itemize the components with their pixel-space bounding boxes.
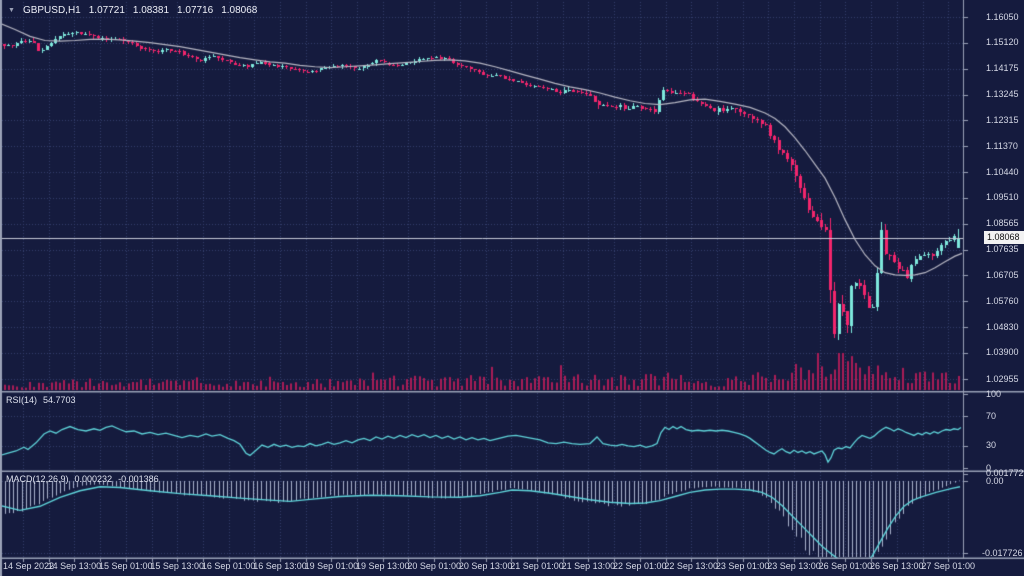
- price-axis-label: 1.09510: [986, 192, 1019, 203]
- price-axis-label: 1.12315: [986, 114, 1019, 125]
- macd-name: MACD(12,26,9): [6, 474, 69, 484]
- rsi-indicator-label: RSI(14) 54.7703: [6, 395, 76, 406]
- time-axis-label: 14 Sep 13:00: [47, 561, 102, 571]
- price-axis-label: 1.04830: [986, 321, 1019, 332]
- macd-axis-label: 0.001772: [986, 468, 1024, 479]
- time-axis-label: 21 Sep 01:00: [510, 561, 564, 571]
- time-axis-label: 15 Sep 01:00: [99, 561, 153, 571]
- price-axis-label: 1.05760: [986, 295, 1019, 306]
- macd-main-value: 0.000232: [74, 474, 113, 484]
- price-axis-label: 1.13245: [986, 89, 1019, 100]
- macd-indicator-label: MACD(12,26,9) 0.000232 -0.001386: [6, 474, 159, 485]
- time-axis-label: 22 Sep 13:00: [664, 561, 718, 571]
- price-axis-label: 1.15120: [986, 37, 1019, 48]
- time-axis-label: 23 Sep 01:00: [715, 561, 770, 571]
- price-axis-label: 1.11370: [986, 140, 1018, 151]
- time-axis-label: 21 Sep 13:00: [561, 561, 616, 571]
- macd-signal-value: -0.001386: [118, 474, 159, 484]
- price-axis-label: 1.10440: [986, 166, 1019, 177]
- price-axis-label: 1.06705: [986, 269, 1019, 280]
- price-axis-label: 1.08565: [986, 218, 1019, 229]
- time-axis[interactable]: 14 Sep 2022 14 Sep 13:00 15 Sep 01:00 15 Se…: [0, 561, 1024, 576]
- price-axis-label: 1.16050: [986, 11, 1019, 22]
- time-axis-label: 19 Sep 01:00: [304, 561, 359, 571]
- rsi-axis-label: 70: [986, 410, 997, 421]
- current-price-value: 1.08068: [987, 232, 1020, 243]
- bar-low-value: 1.07716: [177, 5, 214, 16]
- rsi-axis-label: 100: [986, 388, 1002, 399]
- time-axis-label: 26 Sep 13:00: [870, 561, 924, 571]
- rsi-axis-label: 0: [986, 462, 992, 473]
- time-axis-label: 23 Sep 13:00: [767, 561, 821, 571]
- macd-axis-label: -0.017726: [982, 547, 1023, 558]
- collapse-triangle-icon[interactable]: ▼: [8, 7, 15, 14]
- time-axis-label: 22 Sep 01:00: [613, 561, 667, 571]
- bar-open-value: 1.07721: [88, 5, 125, 16]
- bar-close-value: 1.08068: [221, 5, 258, 16]
- time-axis-label: 26 Sep 01:00: [818, 561, 873, 571]
- price-axis-label: 1.07635: [986, 244, 1019, 255]
- rsi-value: 54.7703: [43, 395, 76, 405]
- time-axis-label: 16 Sep 13:00: [253, 561, 307, 571]
- price-axis-label: 1.02955: [986, 373, 1019, 384]
- rsi-name: RSI(14): [6, 395, 38, 405]
- symbol-title: GBPUSD,H1: [22, 5, 81, 16]
- price-axis-label: 1.03900: [986, 347, 1019, 358]
- time-axis-label: 20 Sep 13:00: [458, 561, 513, 571]
- time-axis-label: 20 Sep 01:00: [407, 561, 461, 571]
- macd-axis-label: 0.00: [986, 475, 1004, 486]
- time-axis-label: 16 Sep 01:00: [201, 561, 256, 571]
- time-axis-label: 15 Sep 13:00: [150, 561, 204, 571]
- time-axis-label: 14 Sep 2022: [3, 561, 55, 571]
- rsi-axis-label: 30: [986, 440, 997, 451]
- time-axis-label: 27 Sep 01:00: [921, 561, 975, 571]
- price-axis-label: 1.14175: [986, 63, 1019, 74]
- bar-high-value: 1.08381: [132, 5, 170, 16]
- symbol-info-bar: ▼ GBPUSD,H1 1.07721 1.08381 1.07716 1.08…: [8, 5, 257, 16]
- time-axis-label: 19 Sep 13:00: [356, 561, 410, 571]
- current-price-label: 1.08068: [984, 231, 1024, 245]
